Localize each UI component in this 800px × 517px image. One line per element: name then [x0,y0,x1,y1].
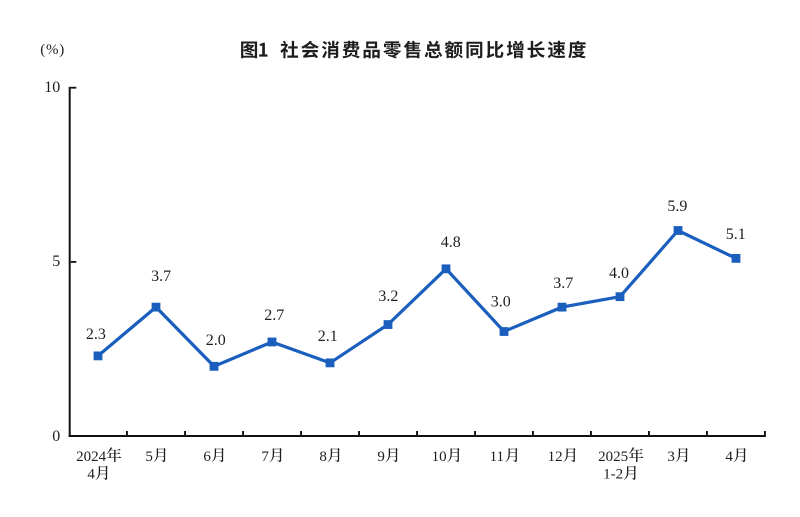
svg-text:10: 10 [44,79,60,96]
svg-text:(%): (%) [40,42,65,58]
svg-text:4.0: 4.0 [609,265,629,282]
svg-text:4.8: 4.8 [441,234,461,251]
svg-text:2025: 2025 [598,449,628,465]
svg-text:1-2: 1-2 [603,467,623,483]
svg-text:3: 3 [667,449,675,465]
svg-text:8: 8 [319,449,327,465]
svg-text:12: 12 [548,449,563,465]
svg-text:3.7: 3.7 [151,268,171,285]
svg-text:5.9: 5.9 [667,198,687,215]
svg-text:11: 11 [490,449,504,465]
svg-text:6: 6 [203,449,211,465]
svg-text:10: 10 [432,449,447,465]
svg-text:5: 5 [52,253,60,270]
svg-text:2.0: 2.0 [206,332,226,349]
svg-text:4: 4 [87,467,95,483]
svg-text:0: 0 [52,428,60,445]
svg-text:3.7: 3.7 [553,275,573,292]
svg-text:2024: 2024 [76,449,107,465]
svg-text:3.0: 3.0 [491,294,511,311]
svg-text:2.3: 2.3 [86,326,106,343]
svg-text:5: 5 [145,449,153,465]
svg-text:4: 4 [725,449,733,465]
svg-text:9: 9 [377,449,385,465]
svg-text:2.1: 2.1 [318,328,338,345]
svg-text:7: 7 [261,449,269,465]
svg-text:2.7: 2.7 [264,307,284,324]
svg-text:5.1: 5.1 [726,226,746,243]
svg-text:3.2: 3.2 [378,288,398,305]
